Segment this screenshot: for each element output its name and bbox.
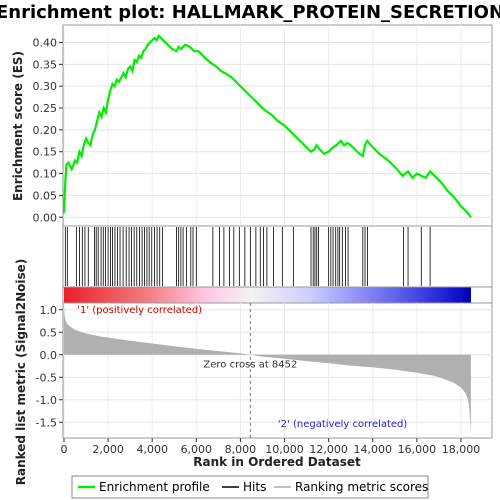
metric-tick-label: 1.0 xyxy=(40,304,58,317)
metric-y-axis-label: Ranked list metric (Signal2Noise) xyxy=(14,259,28,486)
negative-correlation-label: '2' (negatively correlated) xyxy=(278,419,407,430)
es-tick-label: 0.40 xyxy=(33,36,58,49)
es-y-axis-ticks: 0.00 0.05 0.10 0.15 0.20 0.25 0.30 0.35 0.40 xyxy=(33,36,63,224)
x-tick-label: 12,000 xyxy=(309,443,348,456)
x-tick-label: 10,000 xyxy=(265,443,304,456)
es-tick-label: 0.20 xyxy=(33,124,58,137)
ranked-metric-panel: Zero cross at 8452 '1' (positively corre… xyxy=(14,259,493,486)
es-y-axis-label: Enrichment score (ES) xyxy=(11,51,25,201)
positive-correlation-label: '1' (positively correlated) xyxy=(77,305,202,316)
es-tick-label: 0.10 xyxy=(33,168,58,181)
x-tick-label: 6,000 xyxy=(181,443,213,456)
x-tick-label: 8,000 xyxy=(225,443,257,456)
x-tick-label: 16,000 xyxy=(398,443,437,456)
hit-lines xyxy=(64,227,431,286)
es-tick-label: 0.15 xyxy=(33,146,58,159)
x-tick-label: 14,000 xyxy=(354,443,393,456)
es-tick-label: 0.35 xyxy=(33,58,58,71)
metric-tick-label: -1.0 xyxy=(36,394,57,407)
es-tick-label: 0.30 xyxy=(33,80,58,93)
legend: Enrichment profile Hits Ranking metric s… xyxy=(71,475,429,499)
x-tick-label: 0 xyxy=(61,443,68,456)
hits-plot-area xyxy=(62,225,493,288)
enrichment-score-panel: 0.00 0.05 0.10 0.15 0.20 0.25 0.30 0.35 0.40 Enr… xyxy=(11,24,493,227)
legend-label-metric: Ranking metric scores xyxy=(295,480,428,494)
x-tick-label: 4,000 xyxy=(136,443,168,456)
ranking-color-bar xyxy=(64,287,471,303)
metric-y-axis-ticks: 1.0 0.5 0.0 -0.5 -1.0 -1.5 xyxy=(36,304,63,429)
zero-cross-label: Zero cross at 8452 xyxy=(203,359,297,370)
metric-tick-label: -1.5 xyxy=(36,416,57,429)
es-tick-label: 0.05 xyxy=(33,189,58,202)
x-tick-label: 2,000 xyxy=(92,443,124,456)
metric-tick-label: 0.0 xyxy=(40,349,58,362)
hits-panel xyxy=(62,225,493,304)
legend-label-hits: Hits xyxy=(243,480,266,494)
x-axis-label: Rank in Ordered Dataset xyxy=(193,455,361,469)
enrichment-profile-line xyxy=(62,34,472,218)
legend-box xyxy=(71,475,429,499)
metric-tick-label: -0.5 xyxy=(36,371,57,384)
legend-label-enrichment: Enrichment profile xyxy=(99,480,210,494)
x-tick-label: 18,000 xyxy=(442,443,481,456)
x-axis-ticks: 0 2,000 4,000 6,000 8,000 10,000 12,000 14,000 1… xyxy=(61,438,481,456)
metric-tick-label: 0.5 xyxy=(40,326,58,339)
chart-title: Enrichment plot: HALLMARK_PROTEIN_SECRET… xyxy=(0,2,500,23)
es-tick-label: 0.00 xyxy=(33,211,58,224)
es-tick-label: 0.25 xyxy=(33,102,58,115)
es-gridlines xyxy=(63,25,492,226)
